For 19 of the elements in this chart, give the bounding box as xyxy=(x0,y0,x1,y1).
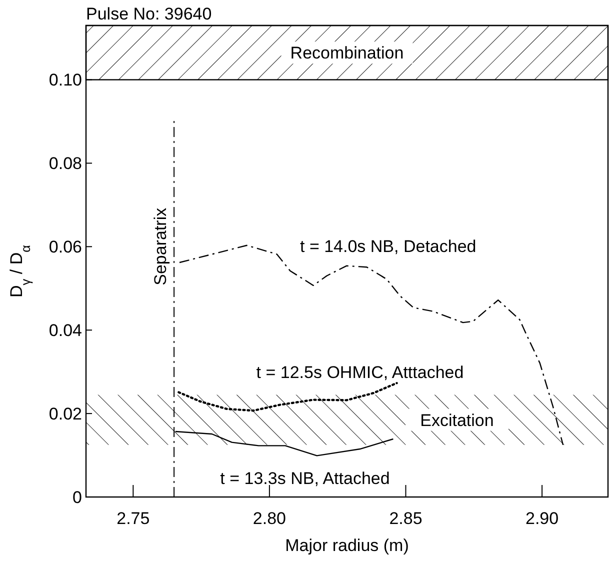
band-label: Recombination xyxy=(290,44,404,63)
ref-line-label: Separatrix xyxy=(151,207,170,286)
chart-title: Pulse No: 39640 xyxy=(86,4,212,24)
y-tick-label: 0.08 xyxy=(48,154,82,174)
series-label: t = 13.3s NB, Attached xyxy=(220,469,390,488)
y-tick-label: 0.02 xyxy=(48,404,82,424)
y-tick-label: 0.04 xyxy=(48,321,82,340)
y-tick-label: 0.10 xyxy=(48,70,82,90)
line-series xyxy=(178,382,398,412)
y-tick-label: 0.06 xyxy=(48,238,82,257)
series-label: t = 12.5s OHMIC, Atttached xyxy=(256,363,464,382)
y-tick-label: 0 xyxy=(72,488,82,507)
x-axis-title: Major radius (m) xyxy=(285,536,409,555)
x-tick-label: 2.85 xyxy=(389,509,422,528)
x-tick-label: 2.90 xyxy=(525,509,559,528)
series-label: t = 14.0s NB, Detached xyxy=(300,237,476,256)
band-label: Excitation xyxy=(420,410,494,430)
x-tick-label: 2.75 xyxy=(116,509,150,528)
x-tick-label: 2.80 xyxy=(252,509,286,528)
